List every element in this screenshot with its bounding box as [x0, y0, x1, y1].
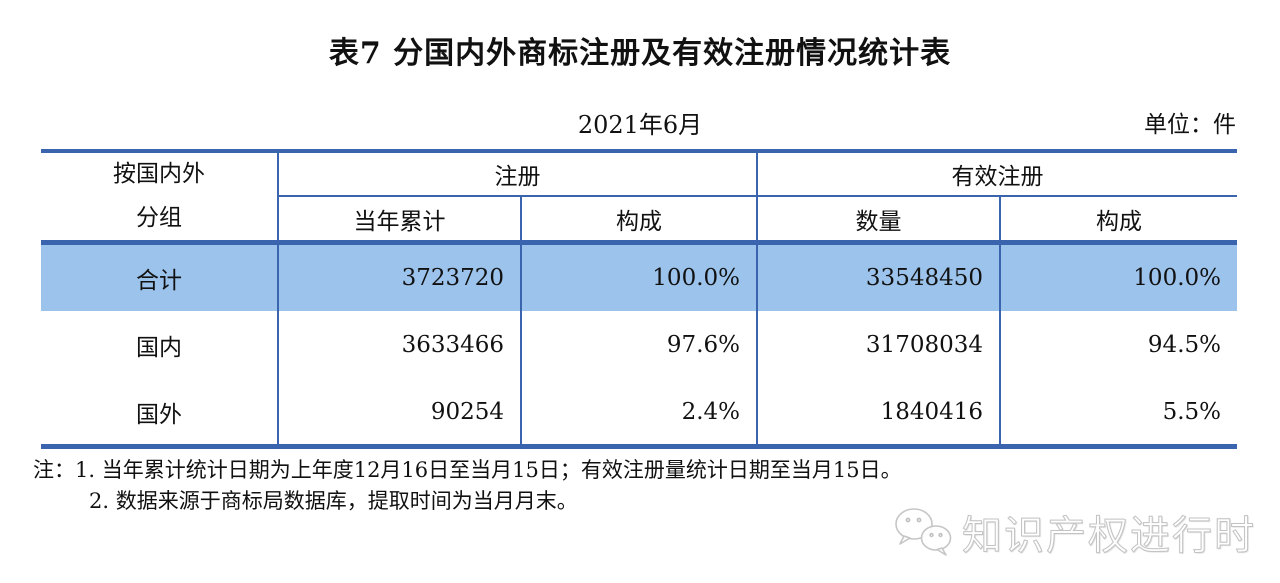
- header-group-row: 按国内外 分组 注册 有效注册: [41, 151, 1237, 246]
- subheader-ytd-total: 当年累计: [277, 195, 521, 246]
- note-line-2: 2. 数据来源于商标局数据库，提取时间为当月月末。: [89, 488, 578, 513]
- corner-header-line1: 按国内外: [113, 161, 205, 187]
- table-row-foreign: 国外 90254 2.4% 1840416 5.5%: [41, 378, 1237, 447]
- value-cell: 31708034: [756, 310, 1000, 379]
- table-wrapper: 按国内外 分组 注册 有效注册 当年累计 构成 数量 构成 合计 3723720: [41, 149, 1239, 450]
- meta-row: 2021年6月 单位：件: [0, 105, 1280, 139]
- corner-header: 按国内外 分组: [41, 151, 279, 246]
- group-header-valid-registration: 有效注册: [756, 151, 1237, 197]
- notes: 注：1. 当年累计统计日期为上年度12月16日至当月15日；有效注册量统计日期至…: [33, 455, 1280, 516]
- value-cell: 100.0%: [520, 242, 757, 311]
- note-line-1: 注：1. 当年累计统计日期为上年度12月16日至当月15日；有效注册量统计日期至…: [33, 458, 902, 483]
- table-row-total: 合计 3723720 100.0% 33548450 100.0%: [41, 242, 1237, 311]
- page-title: 表7 分国内外商标注册及有效注册情况统计表: [328, 36, 952, 71]
- group-header-registration: 注册: [277, 151, 757, 197]
- value-cell: 2.4%: [520, 378, 757, 447]
- value-cell: 33548450: [756, 242, 1000, 311]
- value-cell: 1840416: [756, 378, 1000, 447]
- table-row-domestic: 国内 3633466 97.6% 31708034 94.5%: [41, 310, 1237, 379]
- stats-table: 按国内外 分组 注册 有效注册 当年累计 构成 数量 构成 合计 3723720: [41, 149, 1237, 450]
- subheader-quantity: 数量: [756, 195, 1000, 246]
- value-cell: 3633466: [277, 310, 521, 379]
- value-cell: 100.0%: [999, 242, 1237, 311]
- unit-label: 单位：件: [1144, 112, 1236, 138]
- value-cell: 3723720: [277, 242, 521, 311]
- corner-header-line2: 分组: [136, 204, 182, 231]
- row-label: 合计: [41, 242, 278, 311]
- subheader-composition-1: 构成: [520, 195, 757, 246]
- period-label: 2021年6月: [577, 111, 703, 139]
- value-cell: 94.5%: [999, 310, 1237, 379]
- row-label: 国内: [136, 334, 182, 361]
- value-cell: 5.5%: [999, 378, 1237, 447]
- value-cell: 97.6%: [520, 310, 757, 379]
- subheader-composition-2: 构成: [999, 195, 1237, 246]
- row-label: 国外: [136, 401, 182, 428]
- header-sub-row: 当年累计 构成 数量 构成: [41, 195, 1237, 246]
- value-cell: 90254: [277, 378, 521, 447]
